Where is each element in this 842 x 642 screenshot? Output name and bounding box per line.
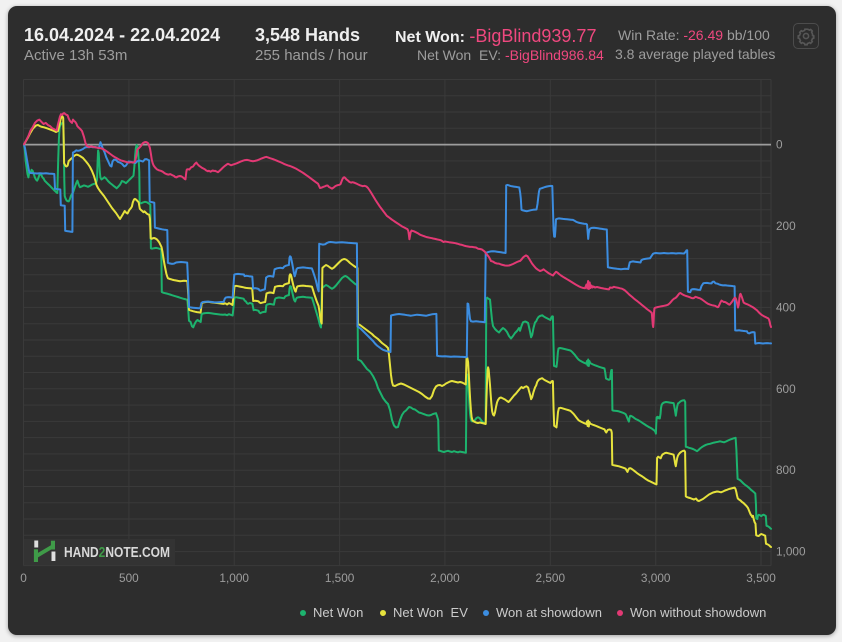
svg-text:3,000: 3,000 — [641, 571, 671, 585]
svg-text:1,000: 1,000 — [776, 545, 806, 559]
svg-text:400: 400 — [776, 300, 796, 314]
svg-text:3,500: 3,500 — [746, 571, 776, 585]
svg-text:0: 0 — [776, 138, 783, 152]
svg-text:500: 500 — [119, 571, 139, 585]
svg-text:600: 600 — [776, 382, 796, 396]
svg-text:200: 200 — [776, 219, 796, 233]
svg-text:1,000: 1,000 — [219, 571, 249, 585]
svg-text:HAND2NOTE.COM: HAND2NOTE.COM — [64, 544, 170, 561]
svg-text:0: 0 — [20, 571, 27, 585]
svg-text:2,500: 2,500 — [536, 571, 566, 585]
svg-text:1,500: 1,500 — [325, 571, 355, 585]
svg-text:2,000: 2,000 — [430, 571, 460, 585]
svg-text:800: 800 — [776, 463, 796, 477]
